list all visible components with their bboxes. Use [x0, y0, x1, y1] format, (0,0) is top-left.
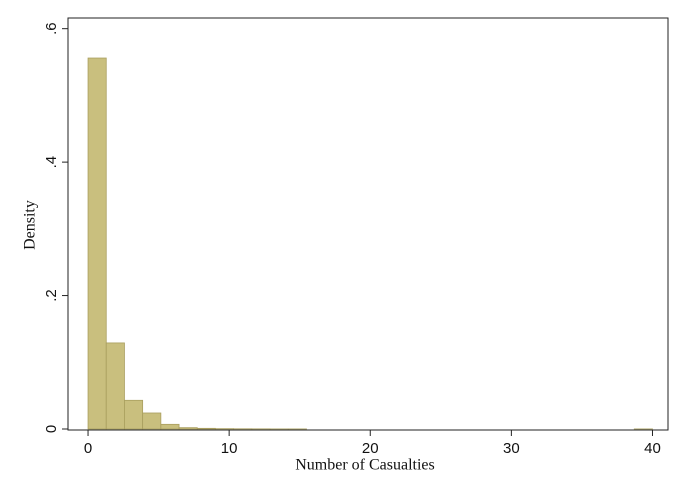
bar [160, 423, 180, 430]
x-axis-title: Number of Casualties [295, 457, 435, 474]
plot-frame [67, 17, 669, 431]
bar [196, 427, 216, 430]
x-tick-label: 30 [503, 440, 520, 457]
x-tick-label: 10 [221, 440, 238, 457]
x-tick-label: 40 [644, 440, 661, 457]
y-tick-label: .6 [43, 22, 60, 35]
x-tick-label: 0 [84, 440, 92, 457]
bar [142, 412, 162, 430]
y-axis-title: Density [22, 200, 39, 250]
y-tick-label: .4 [43, 156, 60, 169]
y-tick-label: 0 [43, 425, 60, 433]
bar [87, 57, 107, 430]
bar [124, 399, 144, 430]
bar [105, 342, 125, 430]
y-tick-label: .2 [43, 289, 60, 302]
x-tick-label: 20 [362, 440, 379, 457]
bar [178, 427, 198, 430]
